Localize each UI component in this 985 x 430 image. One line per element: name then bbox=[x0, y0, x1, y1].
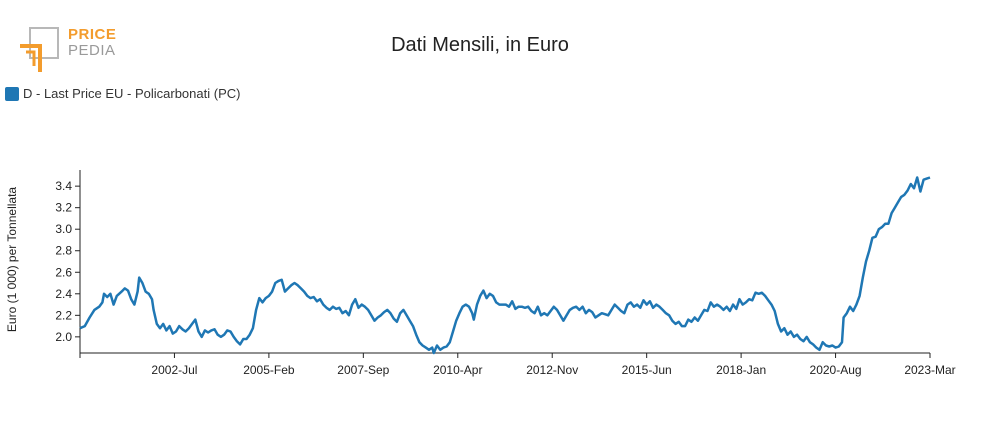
x-tick-label: 2010-Apr bbox=[433, 363, 482, 377]
pricepedia-logo: PRICE PEDIA bbox=[18, 24, 128, 74]
y-tick-label: 2.4 bbox=[55, 287, 72, 301]
x-tick-label: 2002-Jul bbox=[151, 363, 197, 377]
x-tick-label: 2015-Jun bbox=[622, 363, 672, 377]
y-tick-label: 2.6 bbox=[55, 265, 72, 279]
logo-text-price: PRICE bbox=[68, 26, 117, 43]
y-tick-label: 3.0 bbox=[55, 222, 72, 236]
y-tick-label: 2.2 bbox=[55, 308, 72, 322]
legend[interactable]: D - Last Price EU - Policarbonati (PC) bbox=[5, 86, 240, 101]
chart-title: Dati Mensili, in Euro bbox=[391, 34, 569, 56]
legend-swatch bbox=[5, 86, 19, 101]
x-tick-label: 2012-Nov bbox=[526, 363, 578, 377]
y-axis-title: Euro (1 000) per Tonnellata bbox=[5, 187, 19, 333]
y-tick-label: 3.2 bbox=[55, 201, 72, 215]
logo-text-pedia: PEDIA bbox=[68, 42, 116, 59]
y-tick-label: 2.8 bbox=[55, 244, 72, 258]
series-line-policarbonati bbox=[79, 176, 931, 355]
axes: 2.0 2.2 2.4 2.6 2.8 3.0 3.2 3.4 2002-Jul 2005-Feb… bbox=[5, 170, 956, 377]
plot-area bbox=[79, 176, 931, 355]
y-tick-label: 3.4 bbox=[55, 179, 72, 193]
x-tick-label: 2005-Feb bbox=[243, 363, 295, 377]
y-tick-label: 2.0 bbox=[55, 330, 72, 344]
x-tick-label: 2020-Aug bbox=[810, 363, 862, 377]
x-tick-label: 2023-Mar bbox=[904, 363, 955, 377]
x-tick-label: 2018-Jan bbox=[716, 363, 766, 377]
x-tick-label: 2007-Sep bbox=[337, 363, 389, 377]
logo-mark-icon bbox=[20, 27, 59, 72]
legend-label: D - Last Price EU - Policarbonati (PC) bbox=[23, 86, 241, 101]
